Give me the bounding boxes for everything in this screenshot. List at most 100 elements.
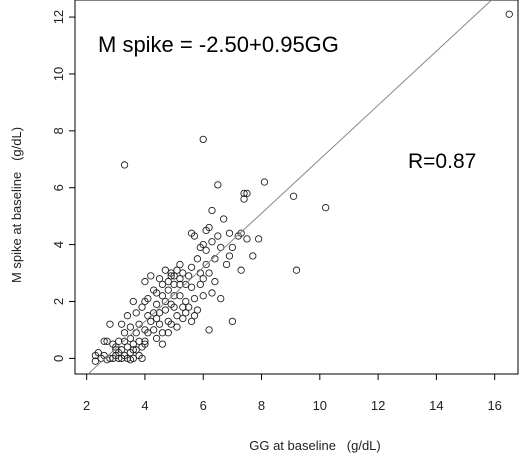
data-point — [182, 309, 190, 317]
data-point — [196, 280, 204, 289]
data-point — [155, 275, 164, 283]
data-point — [158, 340, 167, 348]
data-point — [132, 309, 140, 317]
data-points — [91, 10, 513, 365]
data-point — [225, 252, 234, 260]
data-point — [152, 289, 161, 297]
data-point — [179, 269, 187, 277]
data-point — [193, 255, 202, 263]
x-tick-label: 4 — [141, 398, 148, 413]
data-point — [170, 292, 178, 300]
x-tick-label: 12 — [371, 398, 385, 413]
data-point — [214, 181, 222, 189]
data-point — [176, 292, 184, 300]
data-point — [170, 272, 178, 280]
data-point — [144, 329, 152, 337]
data-point — [173, 266, 181, 274]
x-tick-label: 16 — [487, 398, 501, 413]
data-point — [123, 343, 132, 351]
data-point — [135, 337, 143, 345]
data-point — [208, 289, 216, 297]
data-point — [161, 306, 169, 314]
data-point — [164, 286, 172, 294]
data-point — [144, 312, 152, 320]
data-point — [190, 312, 199, 320]
x-tick-label: 2 — [83, 398, 90, 413]
data-point — [185, 272, 193, 280]
data-point — [155, 320, 164, 328]
data-point — [190, 294, 199, 303]
data-point — [150, 326, 158, 334]
r-annotation: R=0.87 — [408, 150, 476, 173]
plot-frame — [74, 0, 519, 375]
data-point — [240, 195, 248, 203]
data-point — [120, 337, 129, 345]
data-point — [292, 266, 301, 274]
data-point — [202, 246, 210, 254]
data-point — [152, 334, 161, 343]
y-tick-label: 0 — [51, 355, 66, 362]
data-point — [202, 260, 210, 269]
data-point — [199, 275, 207, 283]
data-point — [129, 340, 137, 348]
data-point — [158, 292, 167, 300]
data-point — [120, 329, 129, 337]
data-point — [117, 346, 126, 354]
data-point — [164, 277, 172, 286]
data-point — [193, 306, 202, 314]
data-point — [170, 303, 178, 311]
data-point — [103, 337, 111, 345]
data-point — [152, 300, 161, 308]
data-point — [179, 314, 187, 323]
data-point — [176, 260, 184, 269]
data-point — [150, 309, 158, 317]
data-point — [187, 317, 196, 326]
data-point — [132, 329, 140, 337]
data-point — [115, 354, 123, 363]
data-point — [219, 215, 228, 223]
data-point — [289, 192, 298, 200]
data-point — [117, 320, 126, 328]
data-point — [237, 229, 245, 237]
data-point — [91, 351, 100, 360]
data-point — [138, 354, 146, 363]
x-tick-label: 10 — [313, 398, 327, 413]
data-point — [228, 243, 237, 252]
data-point — [208, 238, 216, 246]
data-point — [187, 263, 196, 271]
data-point — [91, 357, 100, 365]
data-point — [161, 297, 169, 306]
data-point — [115, 337, 123, 345]
data-point — [228, 317, 237, 326]
y-tick-label: 2 — [51, 298, 66, 305]
data-point — [164, 329, 172, 337]
data-point — [243, 189, 251, 198]
data-point — [182, 297, 190, 306]
data-point — [202, 226, 210, 235]
x-axis-label: GG at baseline (g/dL) — [249, 438, 381, 453]
data-point — [147, 272, 155, 280]
data-point — [199, 292, 207, 300]
data-point — [123, 312, 132, 320]
data-point — [161, 266, 169, 274]
data-point — [199, 135, 207, 144]
x-tick-label: 8 — [258, 398, 265, 413]
data-point — [152, 314, 161, 323]
data-point — [208, 206, 216, 215]
data-point — [129, 297, 137, 306]
data-point — [129, 346, 137, 354]
data-point — [260, 178, 269, 186]
data-point — [176, 280, 184, 289]
data-point — [190, 232, 199, 240]
data-point — [196, 243, 204, 252]
data-point — [225, 229, 234, 237]
x-axis: 2 4 6 8 10 12 14 16 — [83, 374, 502, 413]
data-point — [126, 356, 135, 364]
x-tick-label: 14 — [429, 398, 443, 413]
data-point — [141, 340, 149, 348]
data-point — [132, 346, 140, 354]
data-point — [237, 266, 245, 274]
data-point — [138, 303, 146, 311]
data-point — [505, 10, 513, 18]
